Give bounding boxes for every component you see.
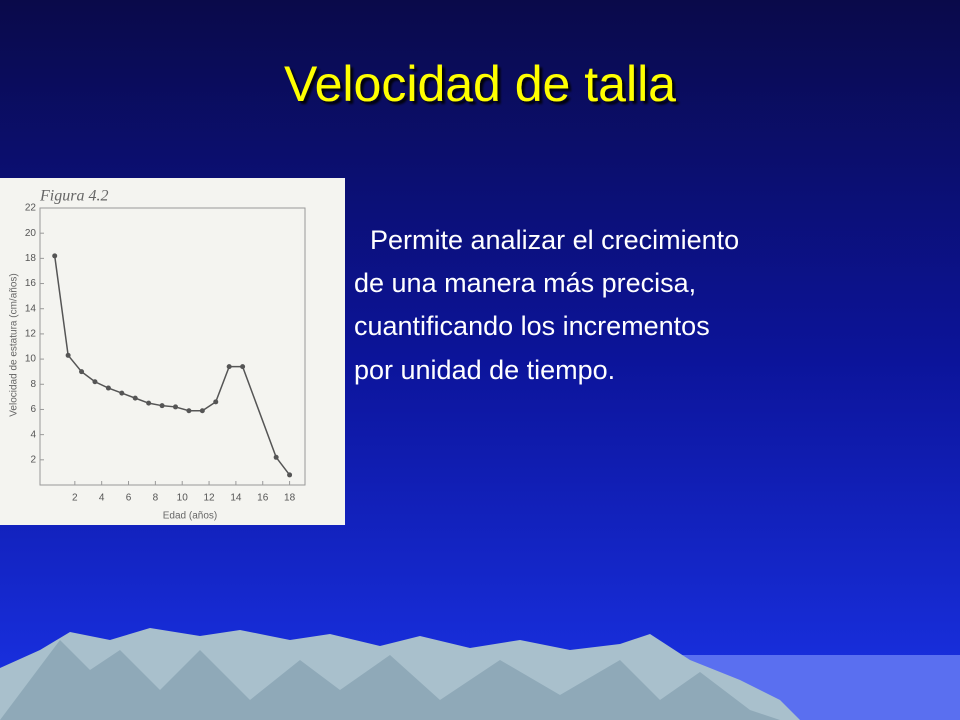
data-point: [186, 408, 192, 414]
x-tick-label: 6: [126, 493, 132, 504]
y-tick-label: 8: [30, 379, 36, 390]
y-tick-label: 16: [25, 278, 37, 289]
x-tick-label: 16: [257, 493, 269, 504]
data-point: [173, 404, 178, 410]
y-tick-label: 2: [30, 454, 36, 465]
x-tick-label: 18: [284, 493, 296, 504]
y-tick-label: 12: [25, 329, 37, 340]
data-point: [105, 385, 111, 391]
data-point: [159, 403, 165, 409]
data-point: [273, 454, 279, 460]
data-point: [213, 399, 219, 405]
x-axis-label: Edad (años): [163, 511, 217, 522]
data-point: [52, 253, 58, 259]
x-tick-label: 14: [230, 493, 242, 504]
y-tick-label: 22: [25, 203, 37, 214]
data-point: [132, 395, 138, 401]
data-point: [65, 352, 71, 358]
body-line: Permite analizar el crecimiento: [370, 225, 739, 255]
data-point: [287, 472, 293, 478]
y-tick-label: 20: [25, 228, 37, 239]
y-axis-label: Velocidad de estatura (cm/años): [9, 273, 20, 416]
data-point: [119, 390, 125, 396]
plot-frame: [39, 207, 306, 486]
data-point: [226, 364, 232, 370]
data-point: [92, 379, 98, 385]
body-text: Permite analizar el crecimiento de una m…: [354, 225, 739, 385]
y-tick-label: 6: [30, 404, 36, 415]
y-tick-label: 4: [30, 429, 36, 440]
body-line: por unidad de tiempo.: [354, 355, 615, 385]
data-point: [240, 364, 246, 370]
slide-title: Velocidad de talla: [284, 56, 676, 112]
data-point: [199, 408, 205, 414]
data-point: [146, 400, 152, 406]
body-line: cuantificando los incrementos: [354, 311, 710, 341]
x-tick-label: 12: [203, 493, 215, 504]
x-tick-label: 8: [153, 493, 159, 504]
body-line: de una manera más precisa,: [354, 268, 696, 298]
y-tick-label: 14: [25, 303, 37, 314]
x-tick-label: 10: [177, 493, 189, 504]
y-tick-label: 18: [25, 253, 37, 264]
figure-title: Figura 4.2: [39, 188, 108, 205]
x-tick-label: 2: [72, 493, 78, 504]
mountains-shade: [0, 640, 780, 720]
y-tick-label: 10: [25, 354, 37, 365]
x-tick-label: 4: [99, 493, 105, 504]
data-point: [79, 369, 85, 375]
figure-background: [0, 178, 345, 525]
